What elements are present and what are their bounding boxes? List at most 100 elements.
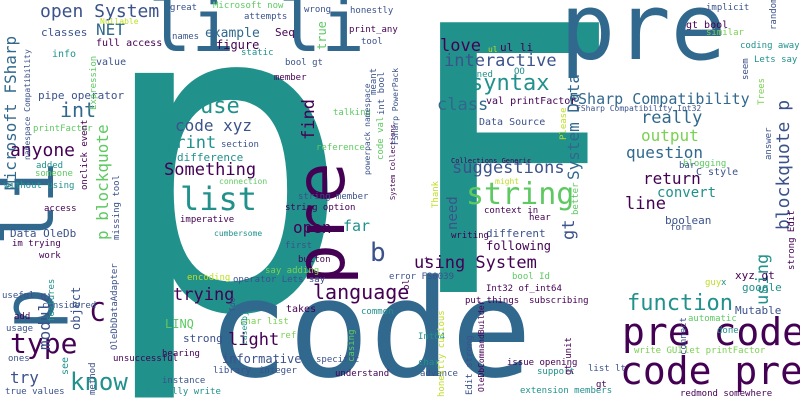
word-honestly-curious: honestly curious — [437, 310, 447, 397]
word-someone: someone — [35, 169, 73, 179]
word-pre-code: pre code — [622, 310, 800, 354]
word-button: button — [298, 255, 331, 265]
word-blogging: blogging — [683, 159, 727, 169]
word-string: string — [466, 177, 575, 212]
word-let-printfactor: let printFactor — [684, 346, 766, 356]
word-anyone: anyone — [10, 140, 76, 161]
word-different: different — [486, 227, 546, 240]
word-guy: guy — [705, 278, 722, 288]
word-mutable: Mutable — [735, 304, 782, 317]
word-context-in: context in — [484, 206, 539, 216]
word-honestly: honestly — [350, 6, 394, 16]
word-gt: gt — [559, 219, 579, 240]
word-try: try — [10, 368, 39, 387]
word-thank: Thank — [431, 180, 441, 208]
word-f: F — [398, 0, 621, 380]
word-char-list: char list — [240, 317, 289, 327]
word-collections-generic: Collections Generic — [451, 157, 532, 165]
word-subscribing: subscribing — [529, 296, 589, 306]
word-class: class — [437, 95, 489, 115]
word-considered: considered — [42, 301, 97, 311]
word-list-lt: list lt — [588, 364, 626, 374]
word-connection: connection — [219, 177, 268, 186]
word-interactive: interactive — [444, 51, 557, 71]
word-error-fs0039: error FS0039 — [389, 272, 455, 282]
word-p-blockquote: p blockquote — [93, 124, 112, 240]
word-difference: difference — [177, 151, 244, 164]
word-data-source: Data Source — [479, 117, 546, 128]
word-casing: casing — [347, 329, 357, 362]
word-imperative: imperative — [180, 215, 235, 225]
word-x: x — [721, 278, 727, 288]
word-love: love — [440, 36, 481, 56]
word-find: find — [299, 99, 319, 140]
word-trying: trying — [173, 285, 235, 305]
word-work: work — [39, 251, 61, 261]
word-similar: similar — [706, 28, 744, 38]
word-might: might — [495, 177, 520, 186]
word-redmond-somewhere: redmond somewhere — [680, 389, 773, 399]
word-something: Something — [164, 160, 257, 180]
word-code-pre: code pre — [620, 349, 800, 393]
word-cumbersome: cumbersome — [214, 229, 263, 238]
word-i-really-write: I really write — [145, 387, 221, 397]
word-library: library — [213, 366, 251, 376]
word-common: common — [361, 307, 394, 317]
word-without-using: without using — [4, 181, 75, 191]
word-classes: classes — [41, 26, 88, 39]
word-string-member: string member — [298, 192, 369, 202]
word-int-bool: int bool — [377, 71, 387, 115]
word-ones: ones — [8, 354, 30, 364]
word-need: need — [445, 196, 461, 230]
word-open: open — [293, 218, 332, 237]
word-powerpack-ns: powerpack namespace — [363, 83, 372, 175]
word-pre: pre — [560, 0, 727, 81]
word-edit-strong: Edit strong — [465, 335, 475, 395]
word-printfactor: printFactor — [33, 124, 93, 134]
word-add: add — [14, 312, 31, 322]
word-method: method — [88, 362, 98, 395]
word-true-values: true values — [5, 387, 65, 397]
word-access: access — [44, 204, 77, 214]
word-gt-small: gt — [596, 380, 607, 390]
word-trees: Trees — [757, 77, 767, 105]
word-print-any: print_any — [349, 25, 398, 35]
word-far: far — [343, 217, 371, 235]
word-pipe-operator: pipe operator — [38, 89, 125, 102]
word-oledbdataadapter: OleDbDataAdapter — [110, 263, 120, 350]
word-full-access: full access — [96, 38, 163, 49]
word-bar: bar — [679, 161, 696, 171]
word-random: random — [769, 0, 779, 30]
word-li-li: li li — [148, 0, 365, 68]
word-figure: figure — [216, 38, 260, 52]
word-gt-bool: gt bool — [686, 20, 729, 31]
word-seq: Seq — [275, 26, 295, 39]
word-ms-fsharp: Microsoft FSharp — [1, 35, 20, 190]
word-oo: OO — [514, 67, 525, 77]
word-added: added — [36, 161, 64, 171]
word-xyz-gt: xyz gt — [735, 269, 775, 282]
word-support: support — [537, 367, 575, 377]
word-ul-li: ul li — [500, 41, 534, 54]
word-info: info — [52, 49, 77, 60]
word-issue-opening: issue opening — [507, 358, 578, 368]
word-function: function — [627, 291, 733, 316]
word-google: google — [742, 281, 782, 294]
word-extension-members: extension members — [520, 386, 613, 396]
word-missing-tool: missing tool — [112, 174, 122, 240]
word-example: example — [205, 26, 260, 41]
word-gt-unit: gt unit — [564, 337, 574, 375]
word-really: really — [641, 108, 703, 128]
word-static: static — [241, 48, 274, 58]
word-list: list — [180, 180, 258, 218]
word-following: following — [486, 239, 552, 253]
word-section: section — [221, 140, 259, 150]
word-reference: reference — [316, 143, 365, 153]
word-convert: convert — [657, 185, 717, 201]
word-informative: informative — [222, 352, 302, 366]
word-first: first — [285, 241, 313, 251]
word-im-trying: im trying — [12, 239, 61, 249]
word-code-val: code val — [376, 116, 386, 160]
word-int: int — [60, 98, 97, 122]
word-integer: integer — [259, 366, 297, 376]
